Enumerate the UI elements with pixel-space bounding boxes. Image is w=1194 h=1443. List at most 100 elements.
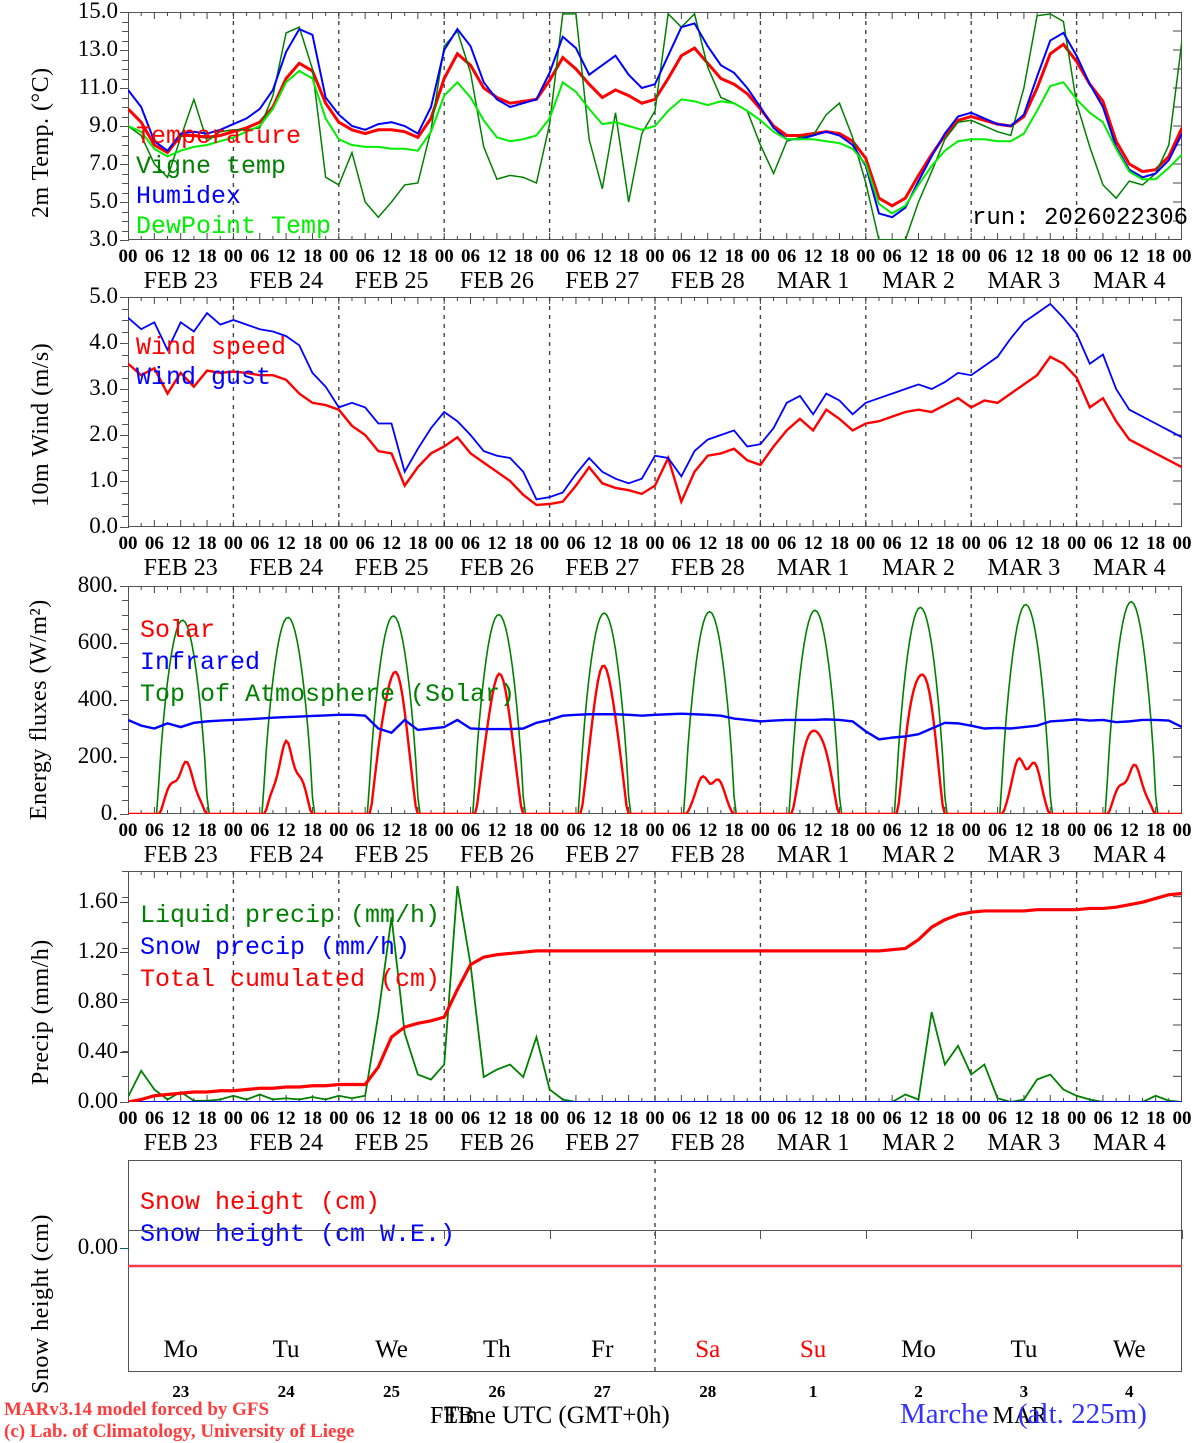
bottom-day-label-tu-8: Tu [1010,1336,1038,1363]
temperature-ytick: 13.0 [77,36,118,61]
energy-ytick-minor [122,714,129,716]
wind-ytick-minor [122,331,129,333]
hour-label-12: 12 [698,533,718,554]
hour-label-06: 06 [461,246,481,267]
hour-label-00: 00 [329,1108,349,1129]
precip-ytick: 1.20 [77,938,118,964]
snow-ytick-mark [120,1248,129,1249]
wind-series-0 [128,355,1182,507]
hour-label-12: 12 [803,246,823,267]
hour-label-00: 00 [223,246,243,267]
energy-ytick: 800. [77,572,118,597]
hour-label-18: 18 [619,533,639,554]
hour-label-06: 06 [355,533,375,554]
hour-label-06: 06 [144,1108,164,1129]
wind-ytick-minor [122,377,129,379]
snow-ytick: 0.00 [77,1234,118,1259]
temperature-ytick-minor [122,202,129,203]
bottom-daynum-28: 28 [699,1382,717,1401]
hour-label-12: 12 [1119,820,1139,841]
snow-svg [128,1160,1182,1372]
temperature-ytick-minor [122,221,129,222]
bottom-month-feb: FEB [429,1403,475,1429]
temperature-ytick-minor [122,211,129,213]
precip-series-2 [128,891,1182,1102]
bottom-day-label-we-2: We [375,1336,408,1363]
precip-ytick-minor [122,973,129,975]
wind-legend-wind-speed: Wind speed [136,333,287,362]
hour-label-06: 06 [1093,246,1113,267]
hour-label-12: 12 [382,1108,401,1129]
precip-legend-total-cumulated-cm-: Total cumulated (cm) [140,965,441,994]
date-label-feb-27: FEB 27 [565,1130,640,1156]
precip-ytick-mark [120,1052,129,1054]
precip-svg [128,871,1182,1102]
temperature-ytick-minor [122,21,129,23]
hour-label-18: 18 [724,533,744,554]
hour-label-06: 06 [144,246,164,267]
energy-ytick-minor [122,643,129,644]
energy-legend-solar: Solar [140,616,216,645]
date-label-mar-3: MAR 3 [987,268,1061,294]
temperature-ytick-minor [122,116,129,118]
wind-ytick-minor [122,354,129,356]
hour-label-18: 18 [408,246,428,267]
temperature-ytick: 9.0 [89,112,118,137]
wind-ytick: 3.0 [89,375,118,400]
hour-label-00: 00 [540,1108,560,1129]
hour-label-18: 18 [513,1108,533,1129]
date-label-feb-26: FEB 26 [459,842,534,868]
hour-label-06: 06 [777,820,797,841]
hour-label-18: 18 [619,820,639,841]
temperature-legend-humidex: Humidex [136,182,242,211]
hour-label-06: 06 [882,533,902,554]
hour-label-00: 00 [645,1108,665,1129]
hour-label-06: 06 [566,246,586,267]
date-label-feb-28: FEB 28 [670,555,745,581]
date-label-mar-2: MAR 2 [882,842,955,868]
run-label: run: 2026022306 [972,205,1189,232]
hour-label-18: 18 [197,533,217,554]
wind-date-labels: FEB 23 FEB 24 FEB 25 FEB 26 FEB 27 FEB 28 MAR … [0,555,1194,583]
date-label-feb-23: FEB 23 [143,842,218,868]
hour-label-00: 00 [118,1108,138,1129]
energy-ytick-minor [122,785,129,787]
hour-label-00: 00 [750,1108,770,1129]
date-label-feb-28: FEB 28 [670,1130,745,1156]
energy-series-top-of-atmosphere [128,600,1182,814]
wind-ytick-minor [122,515,129,517]
temperature-ytick: 5.0 [89,188,118,213]
date-label-feb-24: FEB 24 [249,1130,324,1156]
hour-label-06: 06 [671,246,691,267]
hour-label-12: 12 [276,820,296,841]
precip-ytick-minor [122,1102,129,1103]
temperature-ytick-minor [122,192,129,194]
wind-ytick-minor [122,458,129,459]
hour-label-00: 00 [434,1108,454,1129]
bottom-day-label-tu-1: Tu [272,1336,300,1363]
wind-ytick: 4.0 [89,329,118,354]
hour-label-18: 18 [408,820,428,841]
wind-ytick-minor [122,446,129,448]
hour-label-06: 06 [250,820,270,841]
hour-label-06: 06 [461,820,481,841]
hour-label-06: 06 [1093,1108,1113,1129]
bottom-axis-tick [655,1230,656,1239]
hour-label-12: 12 [276,246,296,267]
hour-label-12: 12 [171,533,191,554]
hour-label-06: 06 [566,533,586,554]
snow-day-of-week-row: Mo Tu We Th Fr Sa Su Mo Tu We [0,1336,1194,1363]
temperature-ytick-minor [122,59,129,61]
hour-label-12: 12 [487,1108,507,1129]
date-label-feb-27: FEB 27 [565,842,640,868]
bottom-axis-tick [1182,1230,1183,1239]
wind-ytick-minor [122,308,129,310]
wind-ytick: 0.0 [89,513,118,538]
temperature-legend-temperature: Temperature [136,122,302,151]
date-label-mar-1: MAR 1 [776,268,850,294]
hour-label-12: 12 [592,533,612,554]
hour-label-06: 06 [144,533,164,554]
hour-label-12: 12 [487,246,507,267]
wind-ytick: 2.0 [89,421,118,446]
